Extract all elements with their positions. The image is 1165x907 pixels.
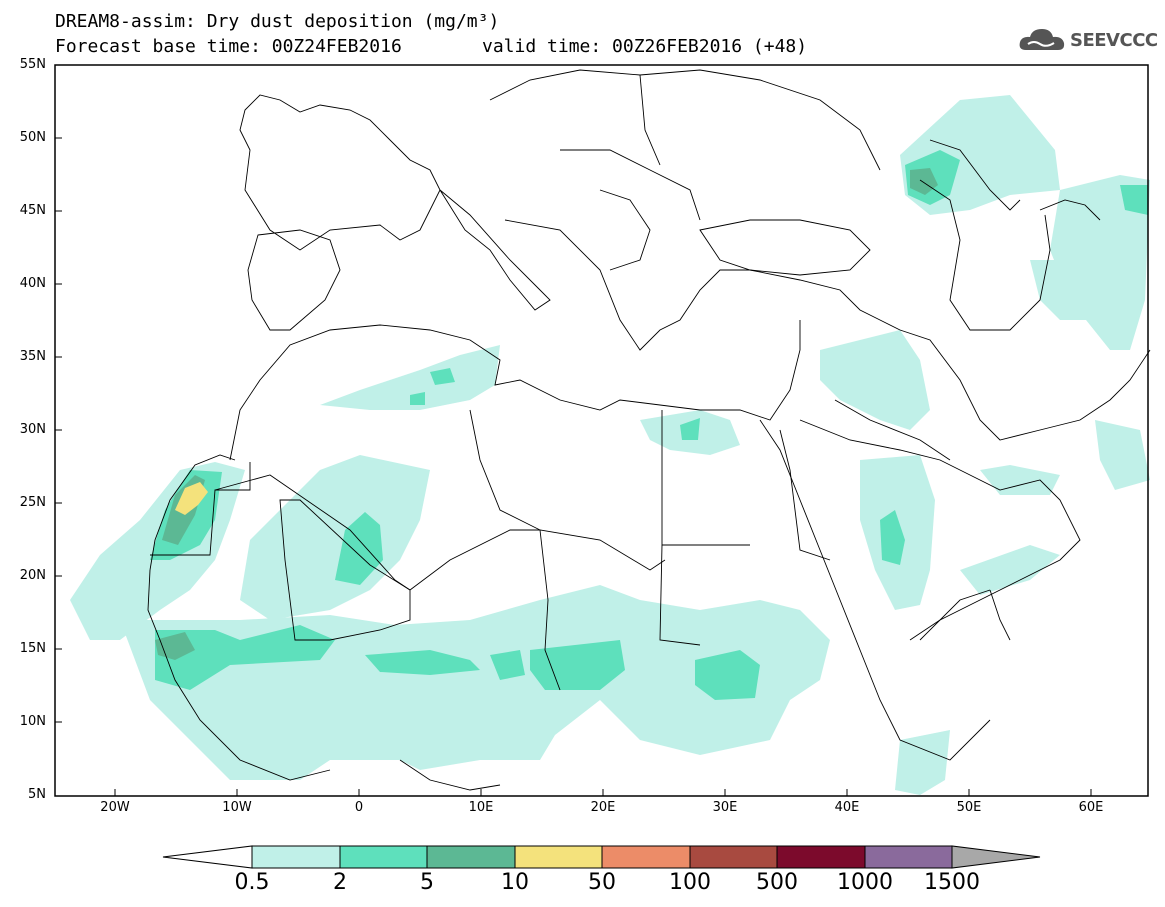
lon-label: 20E	[590, 800, 616, 815]
colorbar-label: 0.5	[234, 870, 270, 895]
colorbar-bin-5	[601, 845, 691, 869]
forecast-base-time: Forecast base time: 00Z24FEB2016	[55, 36, 402, 57]
lat-label: 40N	[19, 276, 46, 291]
lat-label: 30N	[19, 422, 46, 437]
colorbar-bin-4	[514, 845, 603, 869]
colorbar-label: 5	[420, 870, 434, 895]
colorbar-over-arrow	[951, 845, 1041, 869]
colorbar-label: 1500	[924, 870, 980, 895]
lat-label: 35N	[19, 349, 46, 364]
lat-label: 50N	[19, 130, 46, 145]
lon-label: 30E	[712, 800, 738, 815]
coastlines-borders	[147, 69, 1151, 791]
valid-time: valid time: 00Z26FEB2016 (+48)	[482, 36, 808, 57]
lon-label: 40E	[834, 800, 860, 815]
colorbar-bin-1	[251, 845, 341, 869]
seevccc-logo: SEEVCCC	[1018, 26, 1158, 54]
lon-label: 50E	[956, 800, 982, 815]
lon-label: 10W	[222, 800, 252, 815]
lon-label: 10E	[468, 800, 494, 815]
lon-label: 60E	[1078, 800, 1104, 815]
colorbar-label: 50	[588, 870, 616, 895]
colorbar-label: 500	[756, 870, 798, 895]
colorbar-bin-3	[426, 845, 516, 869]
lat-label: 5N	[28, 787, 46, 802]
colorbar-bin-8	[864, 845, 953, 869]
lat-label: 25N	[19, 495, 46, 510]
logo-text: SEEVCCC	[1070, 29, 1158, 51]
colorbar-label: 1000	[837, 870, 893, 895]
colorbar-under-arrow	[162, 845, 253, 869]
lat-label: 10N	[19, 714, 46, 729]
dust-level-4-shading	[175, 482, 208, 515]
colorbar-label: 2	[333, 870, 347, 895]
lon-label: 20W	[100, 800, 130, 815]
lat-label: 55N	[19, 57, 46, 72]
lon-label: 0	[354, 800, 364, 815]
colorbar-label: 10	[501, 870, 529, 895]
lat-label: 20N	[19, 568, 46, 583]
lat-label: 15N	[19, 641, 46, 656]
chart-title: DREAM8-assim: Dry dust deposition (mg/m³…	[55, 11, 500, 32]
colorbar-bin-7	[776, 845, 866, 869]
colorbar-bin-6	[689, 845, 778, 869]
cloud-icon	[1019, 29, 1065, 50]
colorbar	[162, 845, 1041, 869]
dust-level-1-shading	[70, 95, 1150, 795]
colorbar-bin-2	[339, 845, 428, 869]
colorbar-label: 100	[669, 870, 711, 895]
axis-ticks	[55, 64, 1092, 796]
lat-label: 45N	[19, 203, 46, 218]
